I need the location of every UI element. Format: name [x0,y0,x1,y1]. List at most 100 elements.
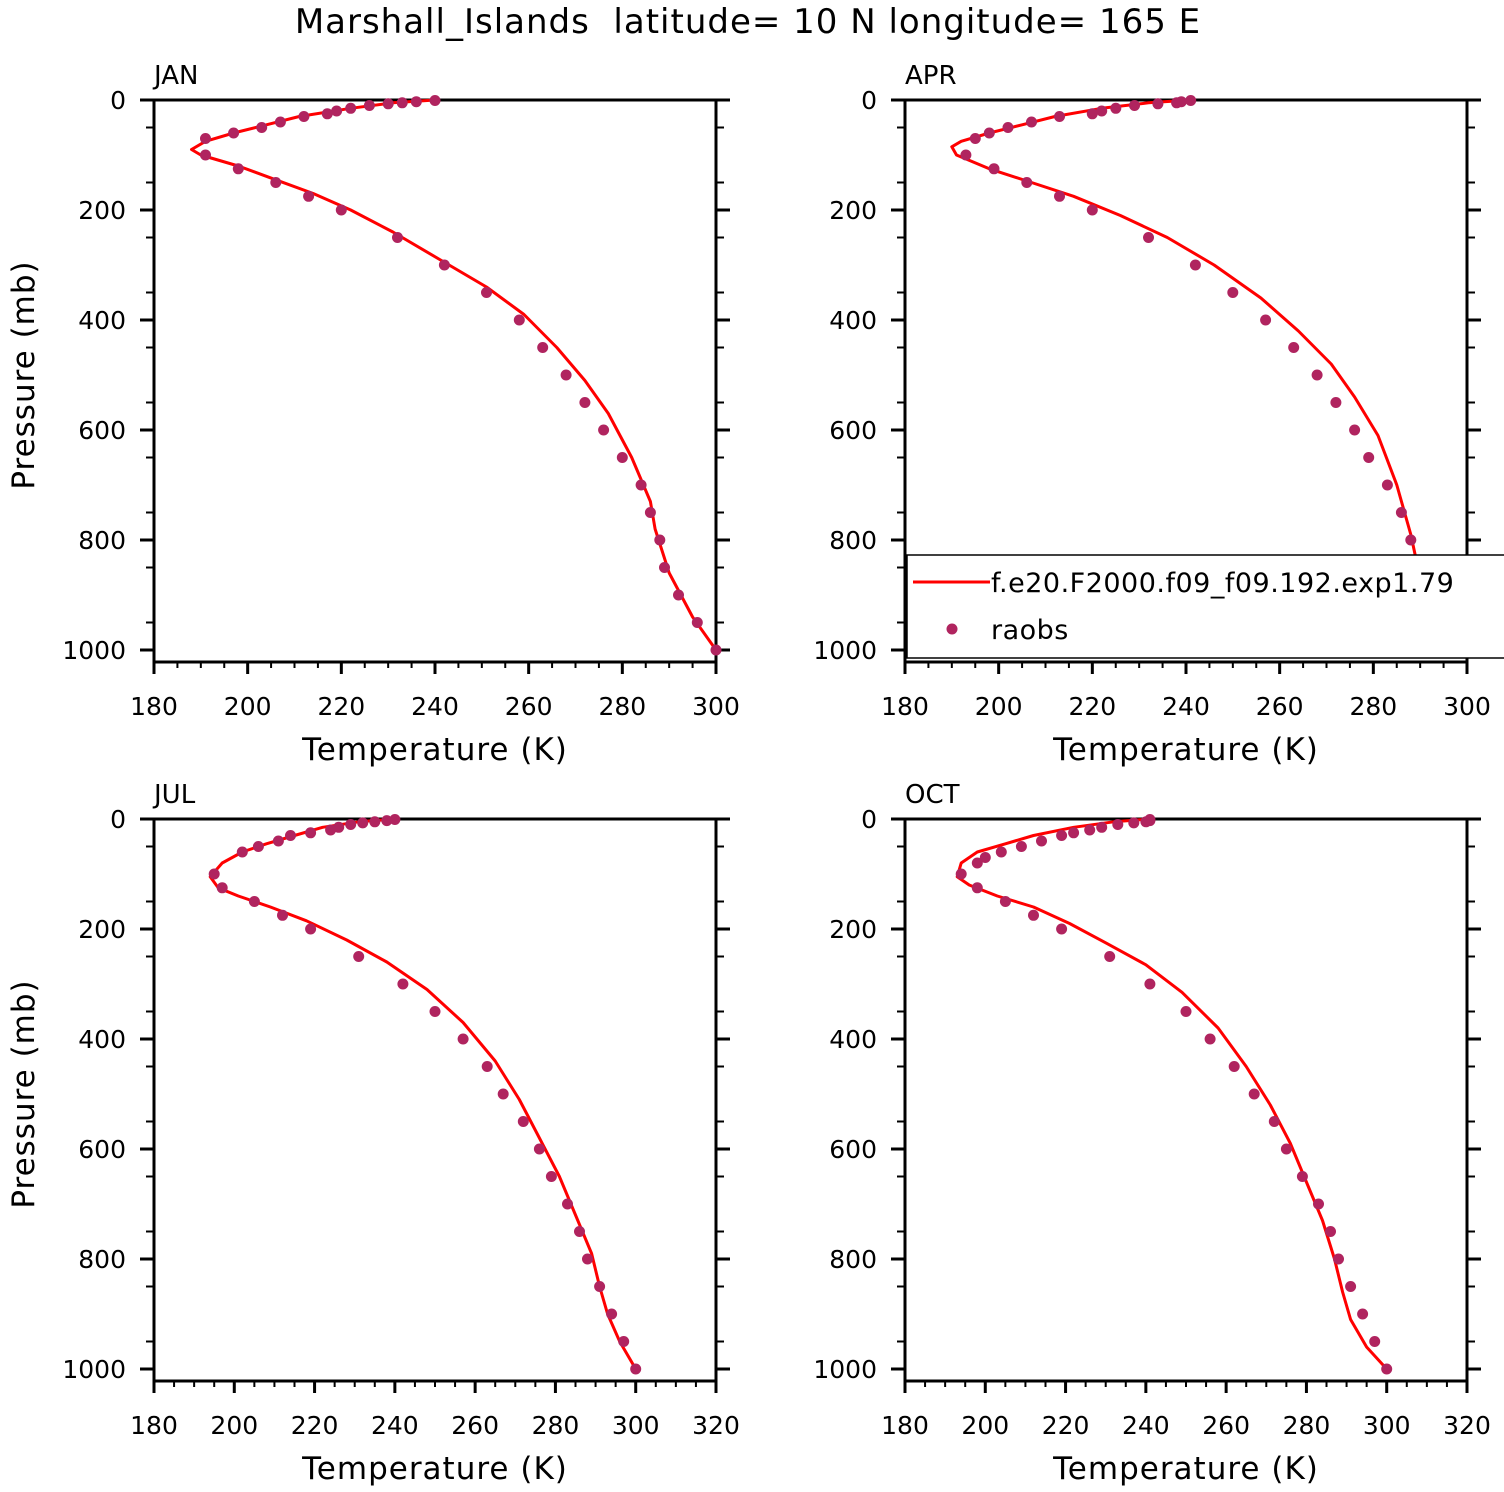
raobs-point [1140,816,1152,828]
panel-title: OCT [905,780,960,810]
raobs-point [1180,1006,1192,1017]
raobs-point [1056,923,1068,935]
raobs-point [1036,835,1047,847]
panel-title: APR [905,61,957,91]
raobs-point [1026,116,1037,128]
raobs-point [517,1116,529,1127]
raobs-point [481,1061,493,1072]
raobs-point [560,369,572,381]
raobs-point [644,507,656,518]
raobs-point [659,562,670,573]
raobs-point [305,923,317,935]
raobs-point [1325,1226,1336,1237]
y-tick-label: 0 [110,805,126,834]
x-tick-label: 180 [130,692,178,721]
raobs-point [1268,1116,1280,1127]
x-tick-label: 260 [1256,692,1304,721]
x-axis-label: Temperature (K) [301,732,568,768]
raobs-point [208,868,220,880]
raobs-point [1349,424,1361,436]
raobs-point [1054,111,1065,122]
raobs-point [1189,259,1201,271]
x-tick-label: 300 [692,692,740,721]
x-tick-label: 240 [411,692,459,721]
raobs-point [438,259,450,271]
raobs-point [277,909,288,921]
raobs-point [1204,1033,1216,1045]
raobs-point [357,817,369,829]
raobs-point [1405,534,1417,546]
raobs-point [971,857,983,869]
raobs-point [960,149,972,161]
panel-title: JAN [152,61,198,91]
legend-raobs-label: raobs [991,615,1069,646]
x-tick-label: 300 [1363,1411,1411,1440]
x-tick-label: 280 [1349,692,1397,721]
raobs-point [955,868,967,880]
raobs-point [1333,1253,1344,1265]
legend-raobs-swatch [946,623,958,635]
raobs-point [353,951,365,962]
x-tick-label: 220 [1068,692,1116,721]
x-tick-label: 260 [505,692,553,721]
x-tick-label: 240 [1122,1411,1170,1440]
x-tick-label: 200 [975,692,1023,721]
raobs-point [971,882,983,894]
raobs-point [382,98,394,110]
y-tick-label: 800 [829,526,877,555]
model-series-line [955,817,1388,1371]
raobs-point [616,452,628,463]
raobs-point [1086,108,1098,120]
raobs-point [545,1171,557,1182]
x-tick-label: 300 [1443,692,1491,721]
y-tick-label: 1000 [62,636,126,665]
raobs-point [236,846,248,858]
raobs-point [396,97,408,109]
raobs-point [1369,1336,1381,1347]
raobs-point [1330,397,1342,408]
raobs-point [579,397,591,408]
raobs-point [606,1308,618,1320]
raobs-point [995,846,1007,858]
raobs-point [1357,1308,1369,1320]
raobs-point [1112,819,1124,830]
legend-model-label: f.e20.F2000.f09_f09.192.exp1.79 [991,568,1454,599]
raobs-point [1171,97,1183,109]
raobs-point [381,815,393,827]
raobs-point [1345,1281,1357,1292]
y-tick-label: 1000 [62,1355,126,1384]
y-tick-label: 400 [78,306,126,335]
raobs-point [228,127,240,139]
raobs-point [988,163,1000,175]
raobs-point [389,814,401,825]
raobs-point [969,133,981,144]
x-tick-label: 280 [598,692,646,721]
x-tick-label: 200 [210,1411,258,1440]
raobs-point [497,1088,509,1100]
raobs-point [429,95,441,106]
raobs-point [1084,824,1096,836]
y-tick-label: 600 [829,1135,877,1164]
raobs-point [305,827,317,839]
raobs-point [325,824,337,836]
raobs-point [1086,204,1098,216]
raobs-point [618,1336,630,1347]
raobs-point [410,96,422,108]
raobs-point [1313,1198,1324,1210]
raobs-point [1143,232,1154,243]
raobs-point [1144,978,1156,990]
raobs-point [533,1143,545,1155]
raobs-point [481,287,492,298]
x-tick-label: 280 [1283,1411,1331,1440]
raobs-point [1152,98,1164,110]
raobs-point [582,1253,593,1265]
raobs-point [216,882,228,894]
raobs-point [513,314,525,326]
x-tick-label: 220 [291,1411,339,1440]
